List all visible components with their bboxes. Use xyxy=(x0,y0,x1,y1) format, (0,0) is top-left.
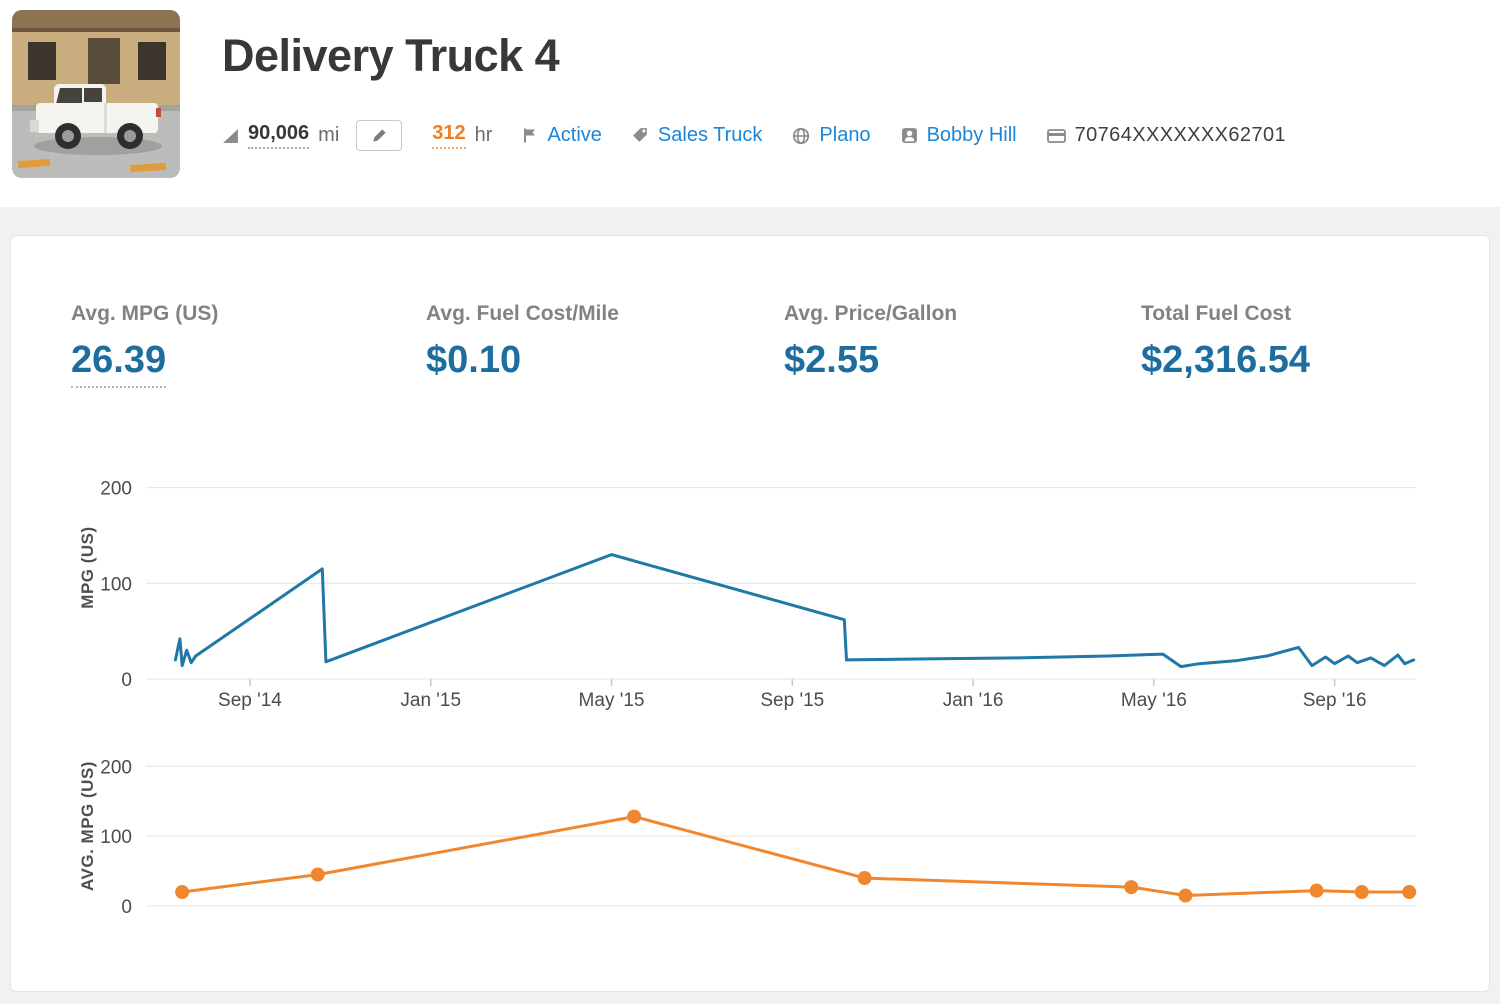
svg-text:Sep '14: Sep '14 xyxy=(218,690,282,711)
mpg-line-chart[interactable]: 0 100 200 Sep '14 Jan '15 May '15 Sep '15 Jan '… xyxy=(11,456,1489,731)
vehicle-vin: 70764XXXXXXX62701 xyxy=(1046,124,1287,147)
svg-text:May '15: May '15 xyxy=(579,690,645,711)
flag-icon xyxy=(522,127,538,144)
vehicle-type-link[interactable]: Sales Truck xyxy=(657,124,763,146)
stat-label: Avg. Price/Gallon xyxy=(784,302,958,325)
stat-label: Avg. MPG (US) xyxy=(71,302,219,325)
vehicle-operator: Bobby Hill xyxy=(901,124,1017,147)
stat-value: $2.55 xyxy=(784,339,880,381)
edit-odometer-button[interactable] xyxy=(356,120,403,151)
tag-icon xyxy=(632,127,649,144)
status-link[interactable]: Active xyxy=(547,124,602,146)
globe-icon xyxy=(792,127,810,145)
svg-text:0: 0 xyxy=(121,670,132,691)
svg-text:100: 100 xyxy=(100,827,132,848)
svg-text:100: 100 xyxy=(100,574,132,595)
truck-illustration xyxy=(12,10,180,178)
stat-value: $2,316.54 xyxy=(1141,339,1311,381)
edit-pencil-icon xyxy=(372,128,387,143)
vehicle-type: Sales Truck xyxy=(632,124,762,147)
stat-value[interactable]: 26.39 xyxy=(71,339,167,388)
odometer-icon xyxy=(222,127,239,144)
vin-value: 70764XXXXXXX62701 xyxy=(1074,124,1287,146)
vehicle-header: Delivery Truck 4 90,006 mi 312 xyxy=(0,0,1500,207)
engine-hours-value[interactable]: 312 xyxy=(432,122,466,149)
stat-price-gallon: Avg. Price/Gallon $2.55 xyxy=(784,302,957,382)
svg-text:0: 0 xyxy=(121,897,132,918)
svg-text:AVG. MPG (US): AVG. MPG (US) xyxy=(78,761,97,891)
odometer-unit: mi xyxy=(318,124,340,146)
stat-total-fuel-cost: Total Fuel Cost $2,316.54 xyxy=(1141,302,1310,382)
engine-hours: 312 hr xyxy=(432,122,492,149)
stat-label: Avg. Fuel Cost/Mile xyxy=(426,302,619,325)
vehicle-avatar[interactable] xyxy=(12,10,180,178)
svg-text:Sep '15: Sep '15 xyxy=(760,690,824,711)
engine-hours-unit: hr xyxy=(474,124,493,146)
svg-text:200: 200 xyxy=(100,757,132,778)
svg-text:Jan '15: Jan '15 xyxy=(400,690,461,711)
operator-badge-icon xyxy=(901,127,918,144)
stat-fuel-cost-mile: Avg. Fuel Cost/Mile $0.10 xyxy=(426,302,619,382)
stat-avg-mpg: Avg. MPG (US) 26.39 xyxy=(71,302,218,388)
stat-label: Total Fuel Cost xyxy=(1141,302,1292,325)
svg-text:MPG (US): MPG (US) xyxy=(78,526,97,608)
svg-text:May '16: May '16 xyxy=(1121,690,1187,711)
odometer-reading: 90,006 mi xyxy=(222,120,403,151)
odometer-value[interactable]: 90,006 xyxy=(248,122,310,149)
svg-text:Jan '16: Jan '16 xyxy=(943,690,1004,711)
vehicle-meta-row: 90,006 mi 312 hr xyxy=(222,120,1286,151)
vehicle-group: Plano xyxy=(792,124,871,147)
operator-link[interactable]: Bobby Hill xyxy=(926,124,1017,146)
fuel-summary-card: Avg. MPG (US) 26.39 Avg. Fuel Cost/Mile … xyxy=(10,235,1490,992)
vin-card-icon xyxy=(1046,128,1066,144)
page-title: Delivery Truck 4 xyxy=(222,30,560,81)
group-link[interactable]: Plano xyxy=(819,124,871,146)
stat-value: $0.10 xyxy=(426,339,522,381)
svg-text:200: 200 xyxy=(100,479,132,500)
vehicle-status: Active xyxy=(522,124,602,147)
svg-text:Sep '16: Sep '16 xyxy=(1303,690,1367,711)
content-background: Avg. MPG (US) 26.39 Avg. Fuel Cost/Mile … xyxy=(0,207,1500,1004)
